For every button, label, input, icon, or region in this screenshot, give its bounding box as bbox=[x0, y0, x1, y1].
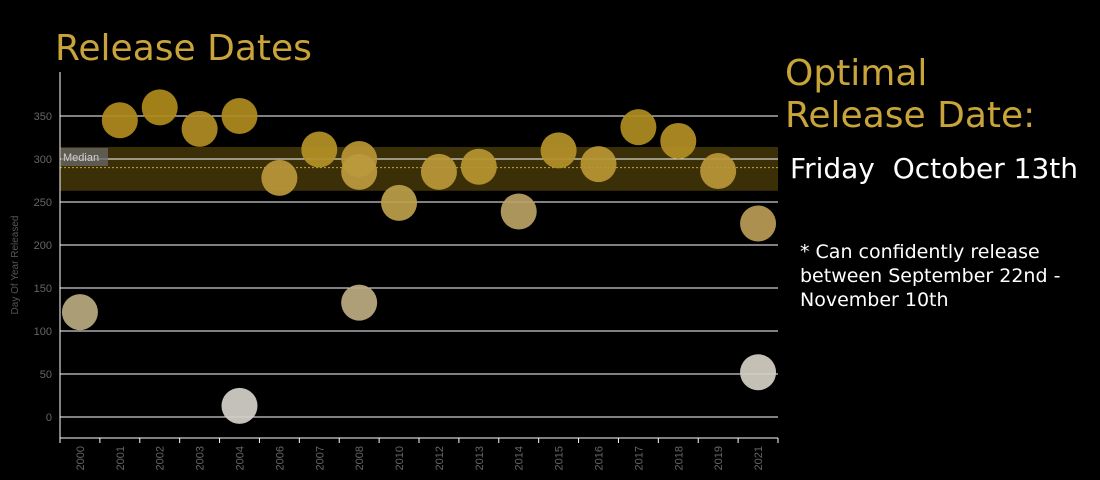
y-tick-label-0: 0 bbox=[46, 412, 52, 424]
x-tick-label-2014: 2014 bbox=[514, 446, 526, 470]
data-point-2004 bbox=[221, 98, 258, 134]
x-tick-label-2003: 2003 bbox=[195, 446, 207, 470]
data-point-2012 bbox=[420, 153, 457, 190]
data-point-2013 bbox=[460, 148, 497, 185]
median-label: Median bbox=[63, 152, 99, 164]
optimal-release-title: Optimal Release Date: bbox=[785, 53, 1085, 137]
x-tick-label-2008: 2008 bbox=[354, 446, 366, 470]
data-point-2015 bbox=[540, 132, 577, 169]
data-point-2021 bbox=[740, 205, 777, 242]
x-tick-label-2010: 2010 bbox=[394, 446, 406, 470]
x-tick-label-2018: 2018 bbox=[673, 446, 685, 470]
data-point-2007 bbox=[301, 131, 338, 168]
data-point-2002 bbox=[141, 89, 178, 126]
median-label-box bbox=[61, 148, 108, 166]
release-dates-chart: 0 50 100 150 200 250 300 350 Median Day Of Year… bbox=[10, 72, 779, 470]
data-point-2014 bbox=[500, 193, 537, 230]
y-tick-label-200: 200 bbox=[34, 240, 52, 252]
x-tick-label-2015: 2015 bbox=[554, 446, 566, 470]
data-point-2008 bbox=[341, 284, 378, 321]
y-tick-label-150: 150 bbox=[34, 283, 52, 295]
y-tick-label-250: 250 bbox=[34, 197, 52, 209]
data-point-2017 bbox=[620, 109, 657, 146]
optimal-date-day: Friday bbox=[790, 152, 875, 185]
x-tick-label-2007: 2007 bbox=[314, 446, 326, 470]
y-tick-label-100: 100 bbox=[34, 326, 52, 338]
optimal-date: Friday October 13th bbox=[790, 152, 1078, 185]
data-point-2000 bbox=[61, 294, 98, 331]
x-tick-label-2000: 2000 bbox=[75, 446, 87, 470]
optimal-title-line-2: Release Date: bbox=[785, 95, 1036, 136]
x-tick-label-2004: 2004 bbox=[235, 446, 247, 470]
data-point-2016 bbox=[580, 146, 617, 183]
y-tick-label-350: 350 bbox=[34, 111, 52, 123]
data-point-2010 bbox=[381, 184, 418, 221]
data-point-2006 bbox=[261, 159, 298, 196]
chart-title: Release Dates bbox=[55, 28, 312, 69]
data-point-2001 bbox=[101, 102, 138, 139]
confidence-band bbox=[60, 146, 778, 191]
data-point-2004 bbox=[221, 387, 258, 424]
optimal-title-line-1: Optimal bbox=[785, 53, 928, 94]
x-tick-label-2006: 2006 bbox=[274, 446, 286, 470]
y-tick-label-50: 50 bbox=[40, 369, 52, 381]
data-point-2018 bbox=[660, 122, 697, 159]
optimal-date-text: October 13th bbox=[892, 152, 1078, 185]
y-tick-label-300: 300 bbox=[34, 154, 52, 166]
x-tick-label-2017: 2017 bbox=[633, 446, 645, 470]
x-tick-label-2019: 2019 bbox=[713, 446, 725, 470]
data-point-2019 bbox=[700, 153, 737, 190]
data-point-2008 bbox=[341, 153, 378, 190]
note-line-2: between September 22nd - bbox=[800, 265, 1061, 287]
data-point-2021 bbox=[740, 354, 777, 391]
x-tick-label-2021: 2021 bbox=[753, 446, 765, 470]
data-point-2003 bbox=[181, 110, 218, 147]
note-line-1: * Can confidently release bbox=[800, 241, 1040, 263]
release-window-note: * Can confidently release between Septem… bbox=[800, 240, 1095, 312]
x-tick-label-2001: 2001 bbox=[115, 446, 127, 470]
y-axis-label: Day Of Year Released bbox=[10, 216, 21, 315]
x-tick-label-2002: 2002 bbox=[155, 446, 167, 470]
x-tick-label-2013: 2013 bbox=[474, 446, 486, 470]
note-line-3: November 10th bbox=[800, 289, 949, 311]
x-tick-label-2016: 2016 bbox=[594, 446, 606, 470]
x-tick-label-2012: 2012 bbox=[434, 446, 446, 470]
